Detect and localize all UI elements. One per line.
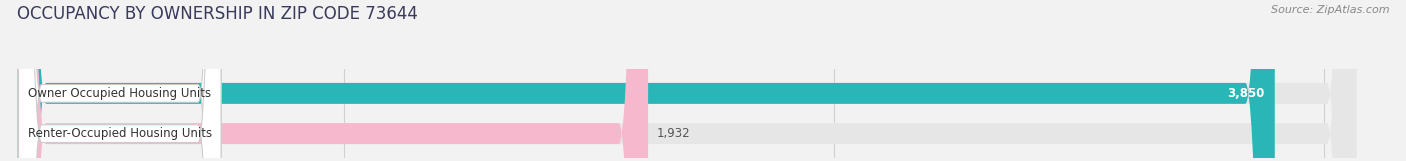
FancyBboxPatch shape [17, 0, 1357, 161]
Text: Owner Occupied Housing Units: Owner Occupied Housing Units [28, 87, 211, 100]
Text: Source: ZipAtlas.com: Source: ZipAtlas.com [1271, 5, 1389, 15]
FancyBboxPatch shape [18, 0, 221, 161]
Text: 3,850: 3,850 [1227, 87, 1265, 100]
FancyBboxPatch shape [18, 0, 221, 161]
Text: Renter-Occupied Housing Units: Renter-Occupied Housing Units [28, 127, 212, 140]
FancyBboxPatch shape [17, 0, 1357, 161]
Text: 1,932: 1,932 [657, 127, 690, 140]
FancyBboxPatch shape [17, 0, 648, 161]
FancyBboxPatch shape [17, 0, 1275, 161]
Text: OCCUPANCY BY OWNERSHIP IN ZIP CODE 73644: OCCUPANCY BY OWNERSHIP IN ZIP CODE 73644 [17, 5, 418, 23]
